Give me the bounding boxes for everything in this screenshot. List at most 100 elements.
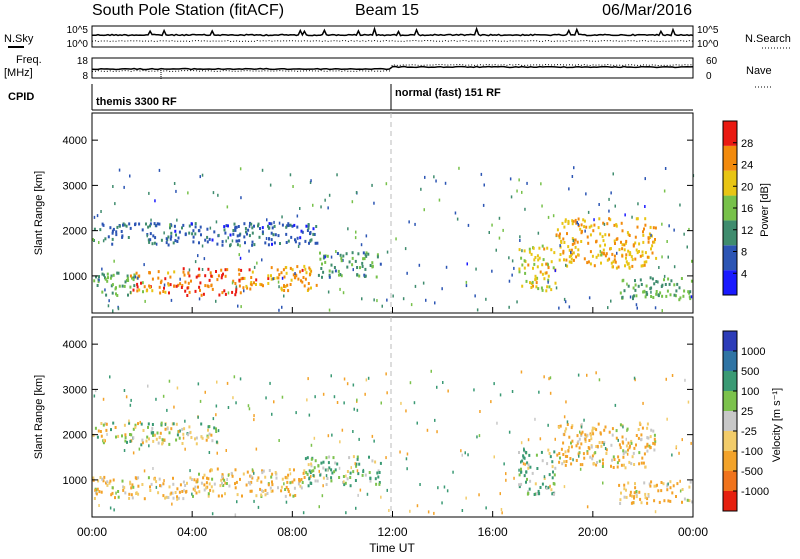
scatter-cell bbox=[664, 283, 667, 286]
scatter-cell bbox=[228, 484, 231, 488]
scatter-cell bbox=[237, 304, 239, 308]
scatter-cell bbox=[633, 463, 636, 466]
scatter-cell bbox=[128, 492, 131, 496]
scatter-cell bbox=[608, 257, 611, 261]
scatter-cell bbox=[169, 223, 171, 227]
scatter-cell bbox=[330, 374, 332, 378]
scatter-cell bbox=[603, 441, 606, 445]
scatter-cell bbox=[604, 254, 607, 258]
scatter-cell bbox=[175, 233, 177, 237]
scatter-cell bbox=[509, 177, 512, 181]
scatter-cell bbox=[516, 300, 518, 304]
scatter-cell bbox=[316, 479, 319, 483]
scatter-cell bbox=[558, 452, 561, 455]
scatter-cell bbox=[634, 486, 637, 490]
scatter-cell bbox=[646, 444, 649, 448]
scatter-cell bbox=[204, 284, 207, 288]
scatter-cell bbox=[253, 418, 255, 422]
scatter-cell bbox=[225, 482, 228, 485]
scatter-cell bbox=[336, 173, 338, 177]
scatter-cell bbox=[320, 205, 322, 209]
scatter-cell bbox=[652, 296, 655, 299]
scatter-cell bbox=[141, 483, 144, 486]
scatter-cell bbox=[302, 471, 305, 475]
scatter-cell bbox=[168, 379, 171, 383]
scatter-cell bbox=[579, 227, 582, 231]
scatter-cell bbox=[344, 481, 347, 485]
scatter-cell bbox=[627, 441, 630, 445]
scatter-cell bbox=[209, 271, 212, 275]
scatter-cell bbox=[621, 254, 624, 258]
noise-left-tick-bottom: 10^0 bbox=[67, 39, 89, 50]
scatter-cell bbox=[194, 485, 197, 489]
scatter-cell bbox=[264, 241, 267, 245]
scatter-cell bbox=[590, 445, 593, 449]
scatter-cell bbox=[577, 217, 580, 221]
scatter-cell bbox=[328, 455, 331, 459]
scatter-cell bbox=[644, 496, 647, 500]
scatter-cell bbox=[111, 231, 114, 235]
scatter-cell bbox=[567, 245, 570, 249]
scatter-cell bbox=[357, 472, 360, 476]
scatter-cell bbox=[281, 215, 283, 219]
scatter-cell bbox=[147, 384, 149, 388]
scatter-cell bbox=[524, 462, 526, 466]
scatter-cell bbox=[636, 251, 639, 255]
scatter-cell bbox=[405, 457, 408, 461]
scatter-cell bbox=[327, 434, 330, 438]
scatter-cell bbox=[641, 253, 644, 257]
scatter-cell bbox=[279, 242, 281, 245]
scatter-cell bbox=[211, 287, 214, 291]
scatter-cell bbox=[105, 293, 108, 297]
scatter-cell bbox=[632, 297, 634, 301]
scatter-cell bbox=[208, 432, 211, 436]
scatter-cell bbox=[541, 482, 544, 486]
scatter-cell bbox=[580, 223, 583, 227]
scatter-cell bbox=[511, 273, 513, 277]
scatter-cell bbox=[236, 493, 239, 497]
colorbar-tick-label: -500 bbox=[741, 466, 763, 478]
scatter-cell bbox=[100, 490, 103, 494]
colorbar-segment bbox=[723, 245, 737, 271]
scatter-cell bbox=[285, 271, 288, 275]
scatter-cell bbox=[564, 454, 567, 458]
scatter-cell bbox=[640, 433, 643, 437]
scatter-cell bbox=[114, 496, 116, 500]
scatter-cell bbox=[340, 256, 343, 260]
scatter-cell bbox=[520, 441, 523, 445]
scatter-cell bbox=[277, 486, 279, 490]
scatter-cell bbox=[302, 511, 305, 515]
scatter-cell bbox=[221, 243, 224, 247]
scatter-cell bbox=[570, 426, 573, 430]
scatter-cell bbox=[123, 223, 126, 227]
scatter-cell bbox=[644, 251, 647, 255]
scatter-cell bbox=[210, 284, 213, 288]
scatter-cell bbox=[152, 234, 155, 238]
scatter-cell bbox=[226, 268, 229, 272]
scatter-cell bbox=[216, 242, 219, 246]
scatter-cell bbox=[556, 228, 559, 232]
scatter-cell bbox=[155, 480, 158, 484]
scatter-cell bbox=[646, 442, 649, 446]
scatter-cell bbox=[150, 431, 153, 435]
scatter-cell bbox=[326, 477, 329, 480]
scatter-cell bbox=[406, 467, 408, 471]
scatter-cell bbox=[101, 477, 104, 481]
scatter-cell bbox=[137, 275, 140, 279]
scatter-cell bbox=[322, 256, 325, 260]
scatter-cell bbox=[94, 426, 97, 430]
scatter-cell bbox=[330, 255, 333, 259]
scatter-cell bbox=[688, 499, 691, 503]
scatter-cell bbox=[220, 478, 223, 482]
scatter-cell bbox=[554, 437, 556, 441]
scatter-cell bbox=[143, 469, 146, 473]
scatter-cell bbox=[540, 286, 543, 290]
scatter-cell bbox=[478, 434, 481, 438]
scatter-cell bbox=[183, 273, 186, 277]
colorbar-tick-label: 24 bbox=[741, 160, 753, 172]
scatter-cell bbox=[617, 265, 620, 269]
scatter-cell bbox=[235, 290, 238, 294]
scatter-cell bbox=[508, 430, 511, 434]
scatter-cell bbox=[101, 272, 104, 276]
